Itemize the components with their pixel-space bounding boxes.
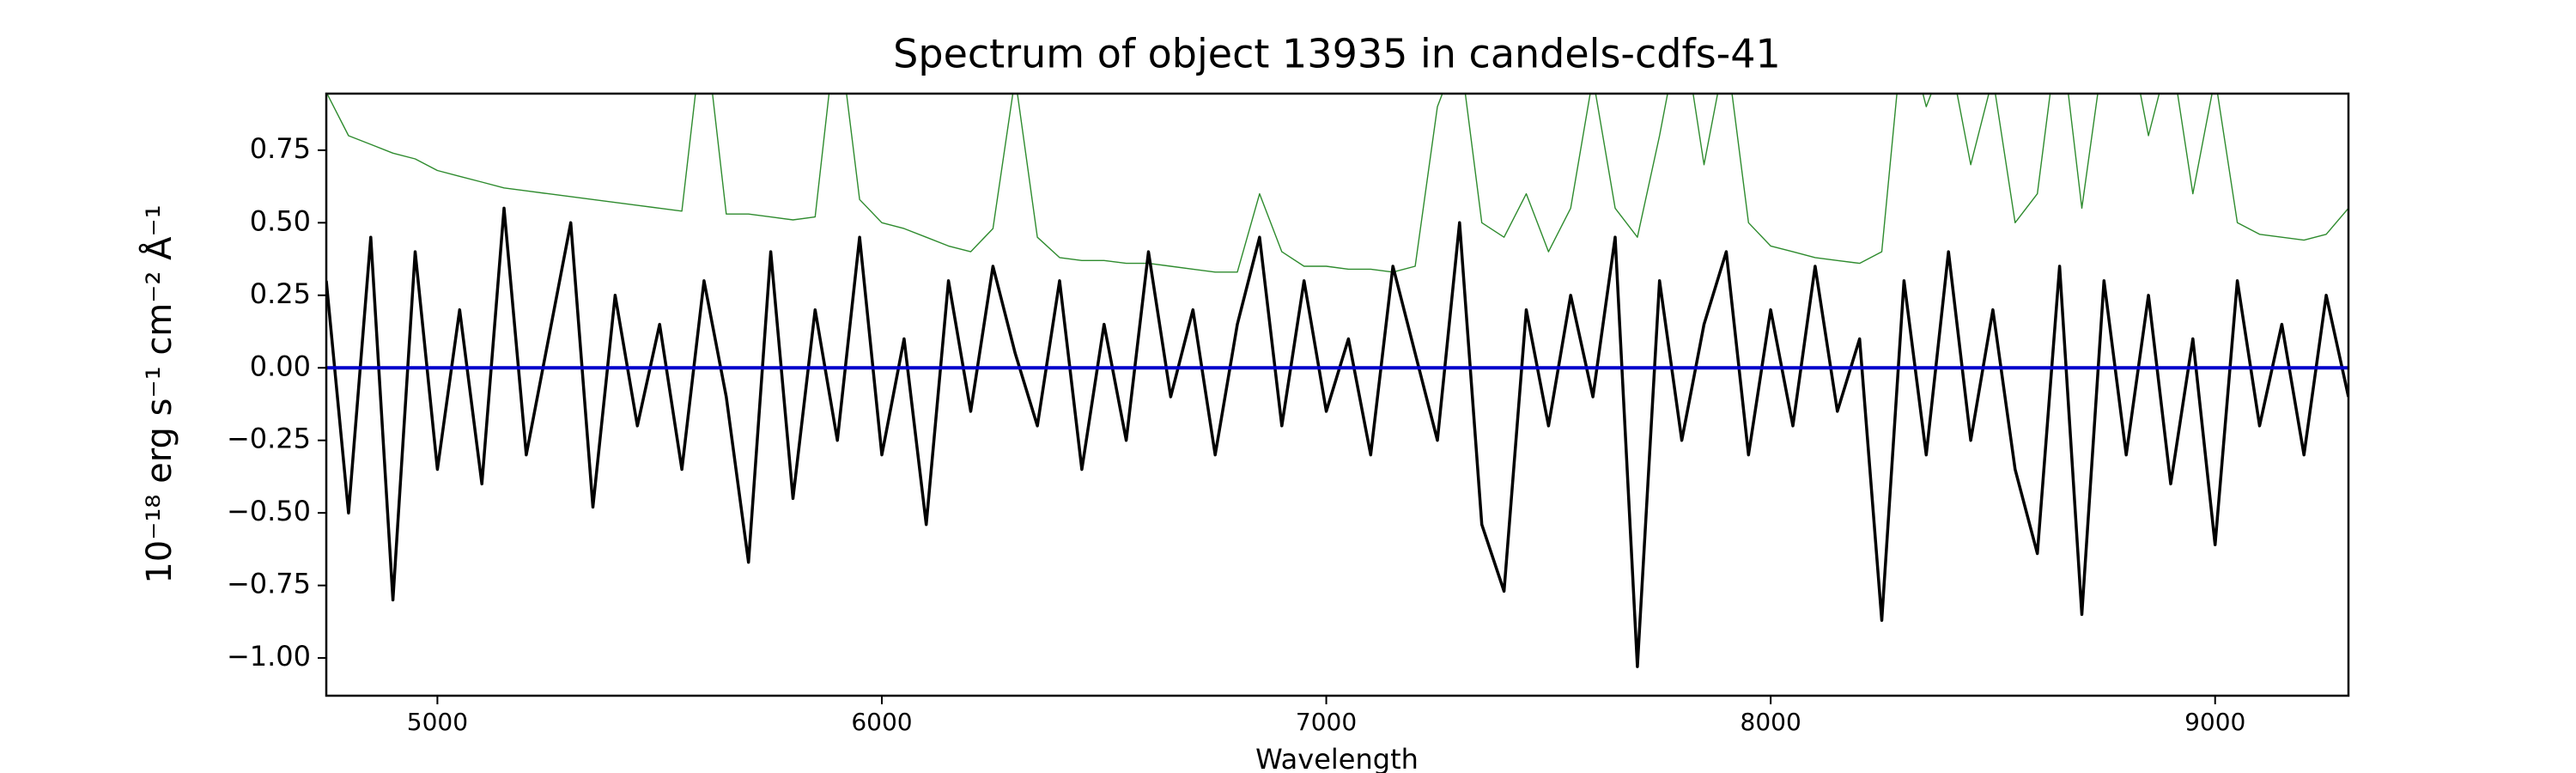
x-tick-label: 5000 [407,708,468,736]
spectrum-line [326,206,2348,668]
y-tick-label: 0.25 [250,277,311,310]
x-tick-label: 6000 [851,708,912,736]
x-tick-label: 8000 [1741,708,1801,736]
y-tick-label: −1.00 [227,640,311,673]
y-tick-label: −0.75 [227,568,311,600]
y-tick-label: 0.75 [250,132,311,165]
y-tick-label: −0.25 [227,423,311,455]
x-tick-label: 9000 [2184,708,2245,736]
x-tick-label: 7000 [1296,708,1357,736]
spectrum-line [326,94,2348,273]
y-tick-label: 0.50 [250,204,311,237]
y-axis-label: 10⁻¹⁸ erg s⁻¹ cm⁻² Å⁻¹ [138,204,179,583]
x-axis-label: Wavelength [1255,743,1419,773]
chart-title: Spectrum of object 13935 in candels-cdfs… [893,31,1781,77]
y-tick-label: −0.50 [227,495,311,527]
axes-frame [325,92,2350,697]
y-tick-label: 0.00 [250,350,311,382]
plot-area [326,94,2348,668]
